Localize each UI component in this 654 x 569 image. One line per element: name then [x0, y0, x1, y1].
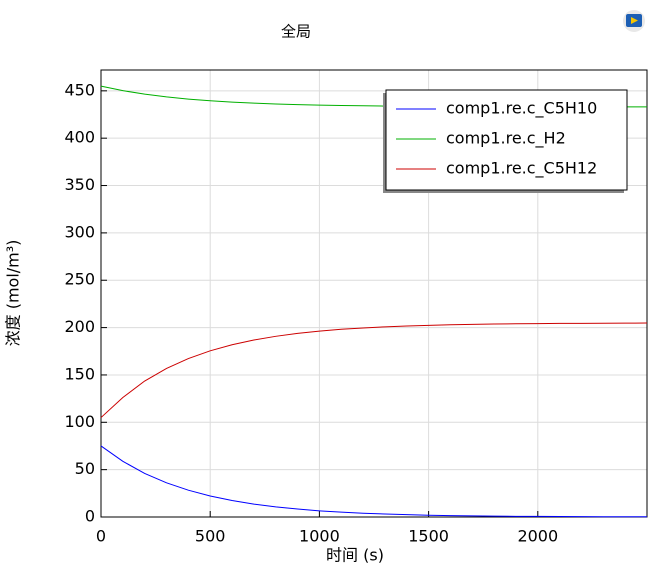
y-tick-label: 150 [64, 364, 95, 383]
y-tick-label: 100 [64, 412, 95, 431]
x-tick-label: 500 [195, 527, 226, 546]
y-tick-label: 250 [64, 270, 95, 289]
legend-label: comp1.re.c_H2 [446, 129, 566, 149]
x-tick-label: 0 [96, 527, 106, 546]
plot-frame [100, 69, 648, 518]
series-line [100, 445, 647, 518]
icon-play [631, 17, 638, 24]
y-tick-label: 0 [85, 507, 95, 526]
y-tick-label: 200 [64, 317, 95, 336]
x-tick-label: 1500 [408, 527, 449, 546]
legend-box [385, 89, 628, 191]
y-tick-label: 350 [64, 175, 95, 194]
y-axis-label: 浓度 (mol/m³) [4, 240, 23, 347]
y-tick-label: 50 [75, 459, 95, 478]
legend-label: comp1.re.c_C5H10 [446, 99, 597, 119]
x-tick-label: 1000 [299, 527, 340, 546]
x-axis-label: 时间 (s) [326, 546, 384, 565]
y-tick-label: 300 [64, 222, 95, 241]
x-tick-label: 2000 [517, 527, 558, 546]
series-line [100, 322, 648, 418]
y-tick-label: 450 [64, 80, 95, 99]
toolbar-icon[interactable] [623, 10, 645, 32]
legend-label: comp1.re.c_C5H12 [446, 159, 597, 179]
chart-title: 全局 [281, 23, 311, 41]
y-tick-label: 400 [64, 128, 95, 147]
